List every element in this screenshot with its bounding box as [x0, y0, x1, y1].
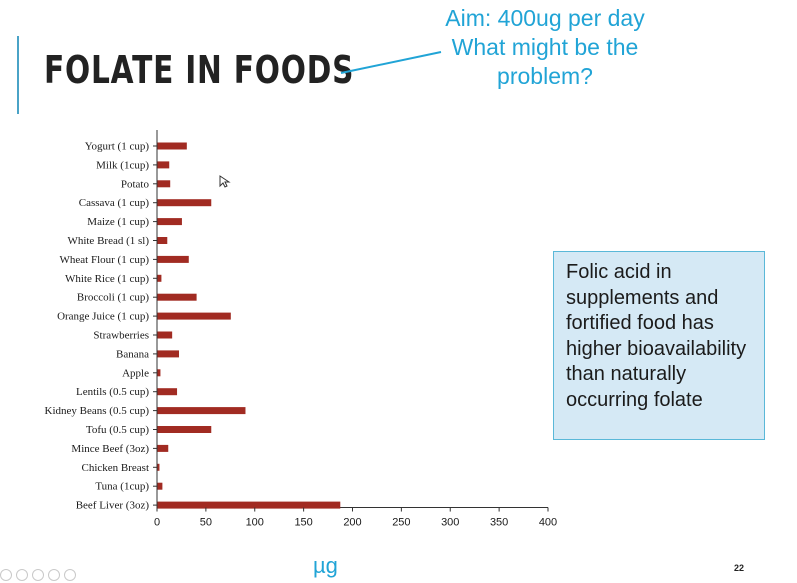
category-label: Yogurt (1 cup) — [85, 141, 150, 153]
toolbar-zoom-icon[interactable] — [48, 569, 60, 581]
aim-note-line-1: Aim: 400ug per day — [445, 5, 645, 31]
bar — [157, 426, 212, 433]
category-label: White Bread (1 sl) — [67, 235, 149, 247]
x-tick-label: 100 — [246, 517, 264, 529]
bar — [157, 482, 163, 490]
bar — [157, 199, 212, 207]
category-label: Broccoli (1 cup) — [77, 292, 149, 304]
x-tick-label: 300 — [441, 517, 459, 529]
bar — [157, 237, 168, 244]
slide-title: FOLATE IN FOODS — [44, 48, 355, 92]
bar — [157, 274, 162, 282]
x-tick-label: 150 — [294, 517, 312, 529]
category-label: Apple — [122, 367, 149, 379]
aim-note-line-2: What might be the — [451, 34, 639, 60]
category-label: Lentils (0.5 cup) — [76, 386, 149, 398]
x-axis-unit-label: µg — [313, 553, 338, 578]
category-label: Tuna (1cup) — [95, 481, 149, 493]
bar — [157, 501, 341, 509]
page-number: 22 — [734, 563, 745, 573]
folate-bar-chart: Yogurt (1 cup) Milk (1cup) Potato Cassava (… — [45, 130, 557, 529]
bar — [157, 312, 231, 320]
category-label: Milk (1cup) — [96, 159, 149, 171]
category-label: Cassava (1 cup) — [79, 197, 150, 209]
bar — [157, 388, 178, 396]
x-tick-label: 200 — [343, 517, 361, 529]
bar — [157, 161, 170, 169]
category-label: Mince Beef (3oz) — [71, 443, 149, 455]
category-label: Potato — [121, 178, 150, 190]
category-label: Strawberries — [93, 330, 149, 342]
x-tick-label: 0 — [154, 517, 160, 529]
category-label: Chicken Breast — [81, 462, 149, 474]
bar — [157, 463, 160, 471]
toolbar-back-icon[interactable] — [0, 569, 12, 581]
info-box: Folic acid in supplements and fortified … — [553, 251, 765, 440]
category-label: Beef Liver (3oz) — [76, 500, 150, 512]
chart-layer: Yogurt (1 cup) Milk (1cup) Potato Cassava (… — [45, 130, 557, 529]
category-label: Orange Juice (1 cup) — [57, 311, 149, 323]
mouse-cursor-icon — [219, 175, 231, 188]
bar — [157, 444, 169, 452]
bar — [157, 350, 180, 358]
bar — [157, 180, 171, 188]
title-accent-line — [17, 36, 19, 114]
bar — [157, 369, 161, 377]
bar — [157, 218, 182, 226]
category-label: Tofu (0.5 cup) — [86, 424, 149, 436]
x-tick-label: 400 — [539, 517, 557, 529]
toolbar-more-icon[interactable] — [64, 569, 76, 581]
bar — [157, 407, 246, 415]
aim-note-line-3: problem? — [497, 63, 593, 89]
x-tick-label: 350 — [490, 517, 508, 529]
toolbar-slides-icon[interactable] — [32, 569, 44, 581]
bar — [157, 142, 187, 150]
category-label: White Rice (1 cup) — [65, 273, 149, 285]
slide-toolbar[interactable] — [0, 569, 76, 581]
bar — [157, 331, 173, 339]
toolbar-pen-icon[interactable] — [16, 569, 28, 581]
bar — [157, 293, 197, 301]
callout-line — [340, 51, 442, 74]
x-tick-label: 50 — [200, 517, 212, 529]
category-label: Maize (1 cup) — [87, 216, 149, 228]
bar — [157, 255, 189, 263]
aim-note: Aim: 400ug per day What might be the pro… — [395, 4, 695, 91]
x-tick-label: 250 — [392, 517, 410, 529]
category-label: Banana — [116, 348, 149, 360]
category-label: Wheat Flour (1 cup) — [60, 254, 150, 266]
category-label: Kidney Beans (0.5 cup) — [45, 405, 150, 417]
